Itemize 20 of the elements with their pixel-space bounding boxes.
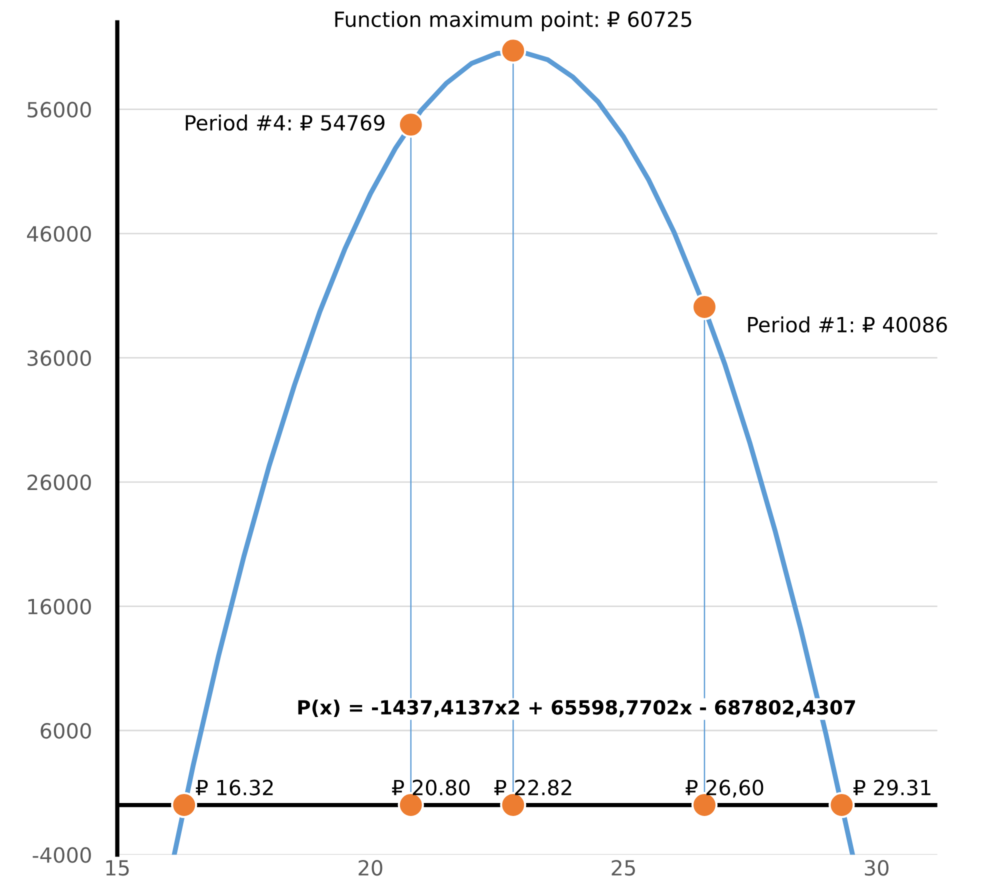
x-tick-label: 20 bbox=[358, 860, 382, 876]
annotation: Function maximum point: ₽ 60725 bbox=[335, 11, 692, 32]
y-tick-label: -4000 bbox=[32, 847, 91, 863]
x-tick-label: 25 bbox=[612, 860, 635, 876]
annotation: ₽ 26,60 bbox=[686, 780, 764, 798]
annotation: ₽ 16.32 bbox=[196, 780, 273, 796]
annotation: ₽ 20.80 bbox=[392, 780, 470, 796]
y-tick-label: 6000 bbox=[40, 722, 91, 739]
annotation: Period #1: ₽ 40086 bbox=[748, 316, 947, 333]
y-tick-label: 46000 bbox=[27, 226, 91, 242]
x-tick-label: 30 bbox=[864, 860, 888, 876]
y-tick-label: 16000 bbox=[28, 598, 91, 614]
annotation: ₽ 29.31 bbox=[853, 780, 930, 796]
annotation: P(x) = -1437,4137x2 + 65598,7702x - 687802,4307 bbox=[298, 700, 855, 718]
annotation: ₽ 22.82 bbox=[494, 780, 572, 796]
x-tick-label: 15 bbox=[106, 860, 129, 876]
y-tick-label: 26000 bbox=[28, 474, 91, 490]
y-tick-label: 56000 bbox=[28, 102, 91, 118]
annotation: Period #4: ₽ 54769 bbox=[186, 114, 384, 131]
y-tick-label: 36000 bbox=[28, 350, 91, 366]
